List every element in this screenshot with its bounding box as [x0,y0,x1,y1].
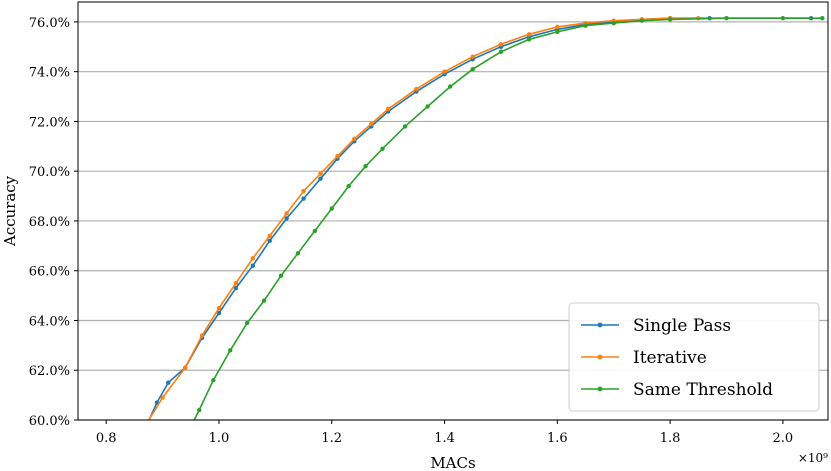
data-point [639,18,645,23]
data-point [166,380,171,385]
data-point [278,273,284,278]
x-tick-label: 2.0 [773,431,794,446]
data-point [425,104,430,109]
data-point [369,121,374,127]
data-point [186,430,190,434]
data-point [216,305,222,311]
data-point [352,136,357,142]
data-point [724,15,729,21]
data-point [526,37,532,42]
data-point [820,15,825,21]
plot-frame [77,1,829,421]
legend-item: Same Threshold [581,380,773,400]
data-point [233,285,239,291]
y-tick-label: 74.0% [29,66,70,81]
data-point [160,395,165,400]
axis-ticks: 60.0% 62.0% 64.0% 66.0% 68.0% 70.0% 72.0% 74.0%… [29,16,794,446]
data-point [526,32,532,37]
x-axis-label: MACs [430,454,475,471]
series-iterative [76,15,701,442]
data-point [211,377,216,383]
data-point [346,183,351,189]
data-point [363,164,368,169]
data-point [611,20,616,26]
data-point [76,435,80,439]
legend-swatch-marker [597,386,603,392]
data-point [470,54,475,59]
legend-label: Same Threshold [633,380,773,400]
series-line [193,17,823,420]
data-point [250,256,256,261]
data-point [312,228,318,234]
y-axis-label: Accuracy [1,175,19,247]
data-point [318,171,323,176]
data-point [555,24,560,30]
data-point [335,154,340,159]
y-tick-label: 62.0% [29,364,70,379]
data-point [143,423,147,427]
x-tick-label: 1.4 [434,431,455,446]
series-layer [76,15,825,444]
legend-label: Single Pass [633,316,731,336]
data-point [380,146,385,151]
x-tick-label: 0.8 [96,431,117,446]
y-tick-label: 70.0% [29,165,70,180]
data-point [329,206,334,211]
data-point [76,440,80,444]
data-point [447,84,453,89]
data-point [301,188,306,194]
data-point [267,238,272,244]
legend-item: Single Pass [581,316,731,336]
data-point [414,86,419,92]
data-point [284,211,289,216]
data-point [261,298,267,303]
x-tick-label: 1.8 [660,431,681,446]
y-tick-label: 72.0% [29,115,70,130]
data-point [385,106,391,112]
data-point [216,310,222,316]
data-point [583,23,588,28]
legend-swatch-marker [597,322,603,328]
data-point [250,263,256,268]
data-point [228,348,233,353]
x-tick-label: 1.0 [209,431,230,446]
series-same-threshold [76,15,825,444]
legend-label: Iterative [633,348,707,368]
data-point [182,365,188,370]
data-point [442,69,447,74]
legend: Single Pass Iterative Same Threshold [568,302,820,412]
data-point [76,438,80,442]
data-point [267,233,272,239]
x-tick-label: 1.2 [321,431,342,446]
data-point [318,176,323,181]
legend-item: Iterative [581,348,707,368]
data-point [780,15,786,21]
y-tick-label: 60.0% [29,414,70,429]
data-point [199,333,205,338]
y-tick-label: 64.0% [29,314,70,329]
legend-box [568,302,820,412]
data-point [233,280,239,286]
legend-swatch-marker [597,354,603,360]
data-point [295,251,301,256]
y-tick-label: 68.0% [29,215,70,230]
data-point [667,17,673,22]
x-axis-multiplier: ×10⁹ [798,451,828,465]
gridlines [78,21,828,421]
data-point [498,49,504,54]
data-point [470,66,475,72]
y-tick-label: 76.0% [29,16,70,31]
data-point [284,216,289,221]
data-point [498,42,504,47]
x-tick-label: 1.6 [547,431,568,446]
data-point [301,196,306,201]
data-point [244,320,250,326]
data-point [197,407,202,413]
data-point [555,29,560,35]
data-point [402,124,408,129]
data-point [143,425,147,429]
y-tick-label: 66.0% [29,265,70,280]
